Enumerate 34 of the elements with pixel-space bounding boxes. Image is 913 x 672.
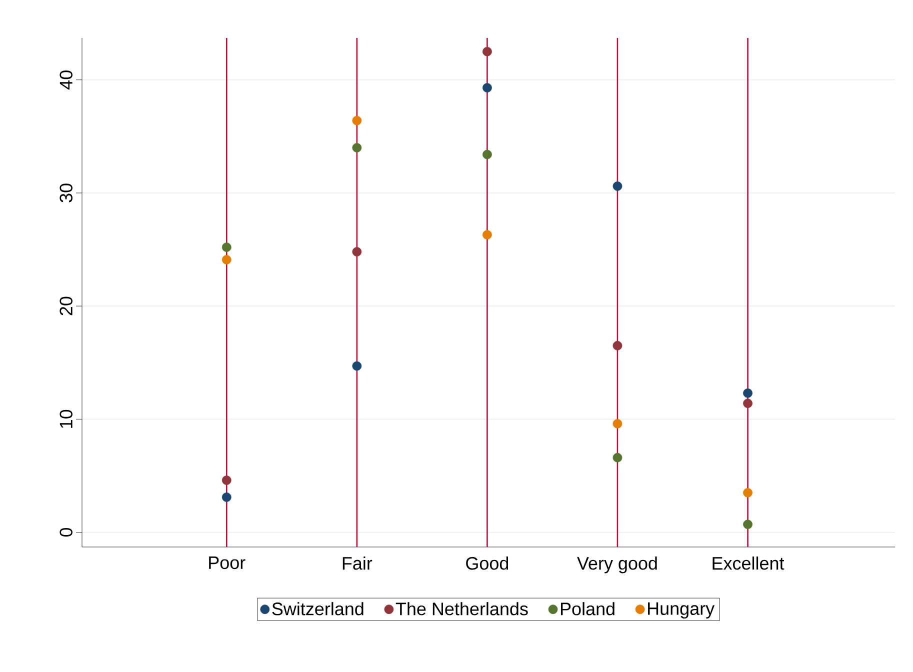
- legend-label: Switzerland: [272, 602, 364, 616]
- point: [222, 254, 232, 264]
- point: [482, 46, 492, 56]
- point: [482, 150, 492, 160]
- point: [743, 520, 752, 530]
- y-tick-label: 40: [60, 70, 72, 90]
- legend-label: Poland: [560, 602, 614, 616]
- x-tick-label: Very good: [577, 556, 657, 574]
- legend-label: Hungary: [648, 602, 715, 619]
- x-tick-label: Good: [466, 556, 508, 570]
- point: [352, 116, 362, 126]
- point: [482, 83, 492, 92]
- point: [612, 181, 622, 191]
- point: [352, 247, 362, 256]
- y-tick-label: 0: [60, 528, 72, 537]
- point: [352, 361, 362, 371]
- x-tick-label: Poor: [209, 556, 246, 570]
- y-tick-label: 10: [60, 410, 72, 428]
- point: [482, 230, 492, 240]
- point: [222, 492, 232, 502]
- point: [222, 476, 232, 485]
- y-tick-label: 20: [60, 296, 72, 316]
- point: [222, 242, 232, 252]
- x-tick-label: Fair: [342, 556, 372, 570]
- point: [612, 452, 622, 462]
- y-tick-label: 30: [60, 184, 72, 202]
- point: [743, 398, 752, 408]
- x-tick-label: Excellent: [712, 556, 784, 570]
- legend-label: The Netherlands: [396, 602, 528, 616]
- point: [743, 388, 752, 398]
- point: [352, 143, 362, 152]
- point: [612, 418, 622, 428]
- point: [612, 340, 622, 350]
- point: [743, 488, 752, 498]
